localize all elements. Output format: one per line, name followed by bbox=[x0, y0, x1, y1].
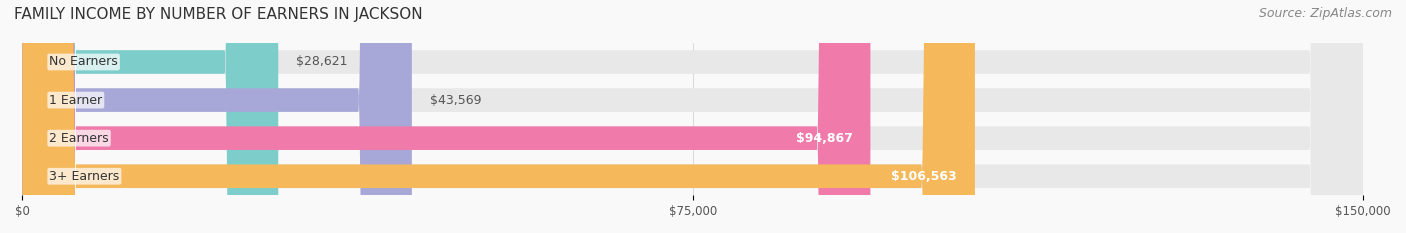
FancyBboxPatch shape bbox=[22, 0, 1364, 233]
Text: 3+ Earners: 3+ Earners bbox=[49, 170, 120, 183]
FancyBboxPatch shape bbox=[22, 0, 974, 233]
FancyBboxPatch shape bbox=[22, 0, 1364, 233]
FancyBboxPatch shape bbox=[22, 0, 870, 233]
Text: $106,563: $106,563 bbox=[891, 170, 957, 183]
Text: No Earners: No Earners bbox=[49, 55, 118, 69]
Text: FAMILY INCOME BY NUMBER OF EARNERS IN JACKSON: FAMILY INCOME BY NUMBER OF EARNERS IN JA… bbox=[14, 7, 423, 22]
Text: $94,867: $94,867 bbox=[796, 132, 852, 145]
Text: Source: ZipAtlas.com: Source: ZipAtlas.com bbox=[1258, 7, 1392, 20]
Text: 1 Earner: 1 Earner bbox=[49, 94, 103, 106]
FancyBboxPatch shape bbox=[22, 0, 278, 233]
Text: $28,621: $28,621 bbox=[297, 55, 347, 69]
FancyBboxPatch shape bbox=[22, 0, 1364, 233]
FancyBboxPatch shape bbox=[22, 0, 1364, 233]
Text: 2 Earners: 2 Earners bbox=[49, 132, 108, 145]
Text: $43,569: $43,569 bbox=[430, 94, 481, 106]
FancyBboxPatch shape bbox=[22, 0, 412, 233]
